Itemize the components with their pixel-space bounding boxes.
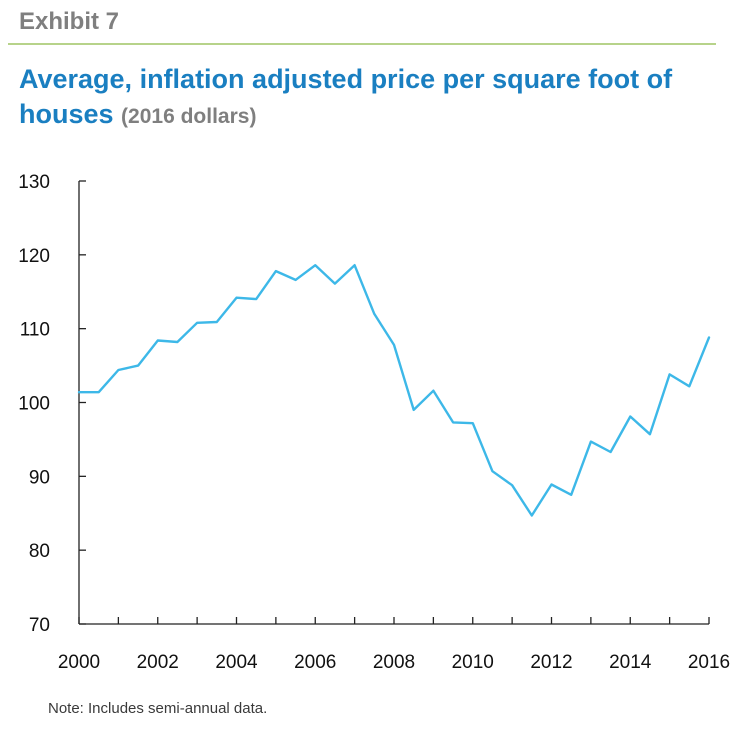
- data-point: [452, 421, 454, 423]
- x-tick-label: 2014: [609, 652, 652, 673]
- data-point: [255, 298, 257, 300]
- chart-note: Note: Includes semi-annual data.: [48, 700, 268, 717]
- data-point: [649, 433, 651, 435]
- data-point: [412, 409, 414, 411]
- x-tick-label: 2004: [215, 652, 258, 673]
- data-point: [393, 344, 395, 346]
- header-divider: [8, 43, 716, 45]
- y-tick-label: 90: [29, 467, 50, 488]
- data-point: [235, 296, 237, 298]
- data-point: [472, 422, 474, 424]
- x-tick-label: 2000: [58, 652, 100, 673]
- data-point: [294, 279, 296, 281]
- data-point: [78, 391, 80, 393]
- y-tick-label: 120: [18, 246, 50, 267]
- data-point: [117, 369, 119, 371]
- data-point: [708, 336, 710, 338]
- data-point: [373, 313, 375, 315]
- data-point: [609, 451, 611, 453]
- x-tick-label: 2002: [137, 652, 179, 673]
- x-tick-label: 2016: [688, 652, 730, 673]
- data-point: [137, 364, 139, 366]
- chart-title-main: Average, inflation adjusted price per sq…: [19, 64, 673, 129]
- data-point: [590, 440, 592, 442]
- x-tick-label: 2006: [294, 652, 336, 673]
- y-tick-label: 80: [29, 541, 50, 562]
- data-point: [275, 270, 277, 272]
- y-tick-label: 100: [18, 394, 50, 415]
- data-point: [688, 385, 690, 387]
- data-point: [314, 264, 316, 266]
- data-point: [550, 483, 552, 485]
- y-tick-label: 130: [18, 172, 50, 193]
- series-line: [77, 264, 711, 517]
- data-point: [570, 494, 572, 496]
- data-point: [511, 484, 513, 486]
- y-tick-label: 110: [20, 320, 50, 341]
- data-point: [97, 391, 99, 393]
- x-tick-label: 2008: [373, 652, 415, 673]
- x-tick-label: 2010: [452, 652, 494, 673]
- data-point: [334, 282, 336, 284]
- data-point: [176, 341, 178, 343]
- data-point: [432, 389, 434, 391]
- data-point: [531, 514, 533, 516]
- data-point: [353, 264, 355, 266]
- data-point: [491, 470, 493, 472]
- data-point: [668, 373, 670, 375]
- data-point: [157, 339, 159, 341]
- data-point: [216, 321, 218, 323]
- y-tick-label: 70: [29, 615, 50, 636]
- data-point: [196, 322, 198, 324]
- data-point: [629, 415, 631, 417]
- chart-title-sub: (2016 dollars): [121, 105, 257, 128]
- x-tick-label: 2012: [530, 652, 572, 673]
- exhibit-label: Exhibit 7: [19, 8, 120, 35]
- chart-title: Average, inflation adjusted price per sq…: [19, 62, 719, 134]
